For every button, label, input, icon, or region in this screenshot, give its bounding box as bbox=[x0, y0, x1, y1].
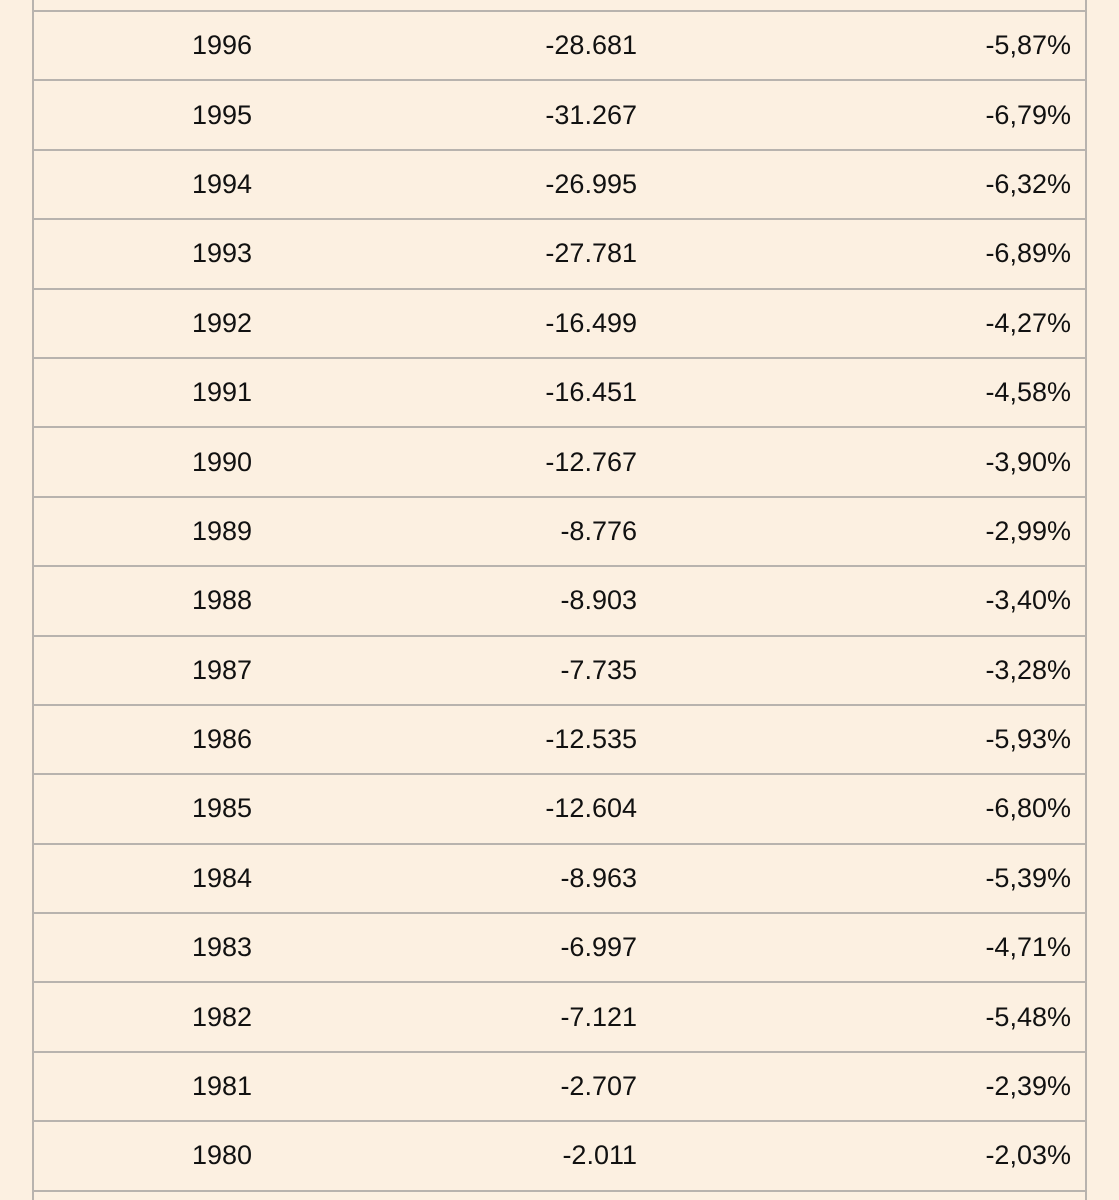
value-cell: -8.963 bbox=[560, 862, 637, 893]
value-cell: -8.903 bbox=[560, 585, 637, 616]
year-cell: 1994 bbox=[192, 168, 253, 199]
table-row: 1995 -31.267 -6,79% bbox=[34, 81, 1085, 151]
value-cell: -16.451 bbox=[545, 377, 637, 408]
value-cell: -27.781 bbox=[545, 238, 637, 269]
table-row: 1992 -16.499 -4,27% bbox=[34, 290, 1085, 359]
table-row: 1981 -2.707 -2,39% bbox=[34, 1053, 1085, 1123]
percent-cell: -4,71% bbox=[985, 932, 1071, 963]
year-cell: 1988 bbox=[192, 585, 253, 616]
year-cell: 1991 bbox=[192, 377, 253, 408]
year-cell: 1982 bbox=[192, 1001, 253, 1032]
value-cell: -12.535 bbox=[545, 724, 637, 755]
percent-cell: -4,27% bbox=[985, 307, 1071, 338]
year-cell: 1992 bbox=[192, 307, 253, 338]
percent-cell: -2,99% bbox=[985, 515, 1071, 546]
table-row: 1985 -12.604 -6,80% bbox=[34, 775, 1085, 845]
value-cell: -12.604 bbox=[545, 793, 637, 824]
table-row: 1990 -12.767 -3,90% bbox=[34, 428, 1085, 498]
value-cell: -28.681 bbox=[545, 30, 637, 61]
percent-cell: -3,28% bbox=[985, 654, 1071, 685]
value-cell: -8.776 bbox=[560, 515, 637, 546]
percent-cell: -6,80% bbox=[985, 793, 1071, 824]
percent-cell: -5,93% bbox=[985, 724, 1071, 755]
table-row: 1991 -16.451 -4,58% bbox=[34, 359, 1085, 429]
percent-cell: -3,40% bbox=[985, 585, 1071, 616]
table-row: 1983 -6.997 -4,71% bbox=[34, 914, 1085, 984]
percent-cell: -5,39% bbox=[985, 862, 1071, 893]
percent-cell: -5,48% bbox=[985, 1001, 1071, 1032]
percent-cell: -5,87% bbox=[985, 30, 1071, 61]
year-cell: 1983 bbox=[192, 932, 253, 963]
percent-cell: -2,39% bbox=[985, 1071, 1071, 1102]
value-cell: -7.121 bbox=[560, 1001, 637, 1032]
table-row: 1994 -26.995 -6,32% bbox=[34, 151, 1085, 221]
table-row: 1984 -8.963 -5,39% bbox=[34, 845, 1085, 915]
percent-cell: -2,03% bbox=[985, 1140, 1071, 1171]
value-cell: -6.997 bbox=[560, 932, 637, 963]
year-cell: 1996 bbox=[192, 30, 253, 61]
year-cell: 1985 bbox=[192, 793, 253, 824]
year-cell: 1981 bbox=[192, 1071, 253, 1102]
table-row: 1989 -8.776 -2,99% bbox=[34, 498, 1085, 568]
table-row: 1982 -7.121 -5,48% bbox=[34, 983, 1085, 1053]
percent-cell: -6,79% bbox=[985, 99, 1071, 130]
table-row: 1988 -8.903 -3,40% bbox=[34, 567, 1085, 637]
table-row-partial bbox=[34, 0, 1085, 12]
table-row: 1993 -27.781 -6,89% bbox=[34, 220, 1085, 290]
year-cell: 1984 bbox=[192, 862, 253, 893]
year-cell: 1980 bbox=[192, 1140, 253, 1171]
year-cell: 1995 bbox=[192, 99, 253, 130]
percent-cell: -6,32% bbox=[985, 168, 1071, 199]
table-row: 1986 -12.535 -5,93% bbox=[34, 706, 1085, 776]
table-row: 1987 -7.735 -3,28% bbox=[34, 637, 1085, 706]
value-cell: -16.499 bbox=[545, 307, 637, 338]
value-cell: -31.267 bbox=[545, 99, 637, 130]
table-row: 1996 -28.681 -5,87% bbox=[34, 12, 1085, 82]
table-row: 1980 -2.011 -2,03% bbox=[34, 1122, 1085, 1192]
percent-cell: -3,90% bbox=[985, 446, 1071, 477]
year-cell: 1987 bbox=[192, 654, 253, 685]
data-table: 1996 -28.681 -5,87% 1995 -31.267 -6,79% 1994 -2… bbox=[32, 0, 1087, 1200]
year-cell: 1989 bbox=[192, 515, 253, 546]
percent-cell: -6,89% bbox=[985, 238, 1071, 269]
year-cell: 1986 bbox=[192, 724, 253, 755]
percent-cell: -4,58% bbox=[985, 377, 1071, 408]
year-cell: 1990 bbox=[192, 446, 253, 477]
value-cell: -2.011 bbox=[562, 1140, 637, 1171]
value-cell: -12.767 bbox=[545, 446, 637, 477]
value-cell: -2.707 bbox=[560, 1071, 637, 1102]
value-cell: -7.735 bbox=[560, 654, 637, 685]
table-body: 1996 -28.681 -5,87% 1995 -31.267 -6,79% 1994 -2… bbox=[34, 12, 1085, 1192]
value-cell: -26.995 bbox=[545, 168, 637, 199]
year-cell: 1993 bbox=[192, 238, 253, 269]
